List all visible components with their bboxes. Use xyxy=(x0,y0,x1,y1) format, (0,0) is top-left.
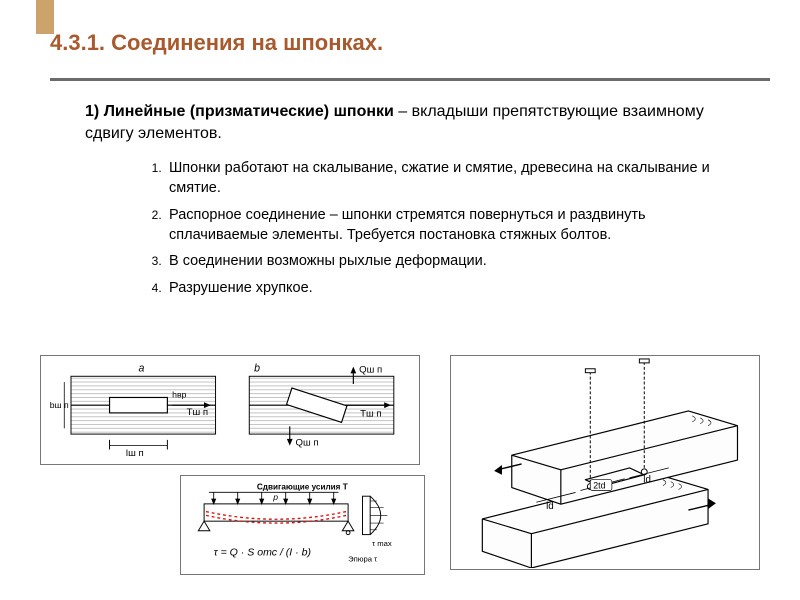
figure-3d-joint: ld 2td ld xyxy=(450,355,760,570)
fig2-taumax: τ max xyxy=(372,539,392,548)
fig2-formula: τ = Q · S отс / (I · b) xyxy=(214,547,311,559)
label-a: a xyxy=(138,362,144,374)
list-item: Распорное соединение – шпонки стремятся … xyxy=(165,205,740,246)
list-item: Разрушение хрупкое. xyxy=(165,278,740,298)
list-item: В соединении возможны рыхлые деформации. xyxy=(165,251,740,271)
section-number: 4.3.1. xyxy=(50,30,105,55)
figures-row: bш п lш п hвр Tш п a xyxy=(40,355,760,580)
fig2-p: p xyxy=(272,492,278,502)
label-lsh: lш п xyxy=(126,448,144,459)
content: 1) Линейные (призматические) шпонки – вк… xyxy=(0,81,800,314)
lead-num: 1) xyxy=(85,103,99,120)
figure-cross-sections: bш п lш п hвр Tш п a xyxy=(40,355,420,465)
fig2-epure: Эпюра τ xyxy=(348,554,377,563)
points-list: Шпонки работают на скалывание, сжатие и … xyxy=(145,158,740,298)
fig2-svg: Сдвигающие усилия T p τ max τ = Q · S от… xyxy=(182,477,423,573)
list-item: Шпонки работают на скалывание, сжатие и … xyxy=(165,158,740,199)
label-hvr: hвр xyxy=(172,389,186,399)
section-title-text: Соединения на шпонках. xyxy=(111,30,383,55)
header: 4.3.1. Соединения на шпонках. xyxy=(0,0,800,66)
fig2-title: Сдвигающие усилия T xyxy=(257,482,348,491)
fig3-svg: ld 2td ld xyxy=(452,357,758,568)
accent-bar xyxy=(36,0,54,34)
label-Qtop: Qш п xyxy=(359,364,382,375)
lead-bold: Линейные (призматические) шпонки xyxy=(104,103,394,120)
fig1-svg: bш п lш п hвр Tш п a xyxy=(42,357,418,463)
label-b: b xyxy=(254,362,260,374)
label-Tb: Tш п xyxy=(360,409,382,420)
label-ld1: ld xyxy=(546,501,554,512)
label-bsh: bш п xyxy=(50,400,69,410)
lead-paragraph: 1) Линейные (призматические) шпонки – вк… xyxy=(85,101,740,144)
label-ld2: ld xyxy=(643,475,651,486)
section-title: 4.3.1. Соединения на шпонках. xyxy=(50,30,760,56)
label-Qbot: Qш п xyxy=(296,438,319,449)
label-2td: 2td xyxy=(593,481,605,491)
label-Ta: Tш п xyxy=(187,407,209,418)
figure-shear-epure: Сдвигающие усилия T p τ max τ = Q · S от… xyxy=(180,475,425,575)
